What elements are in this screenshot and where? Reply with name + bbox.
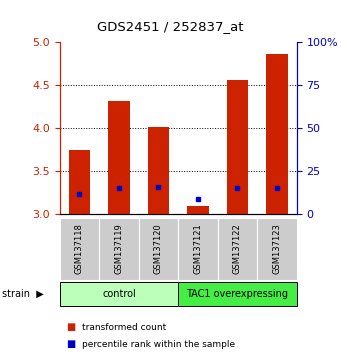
- Bar: [148, 127, 169, 214]
- Text: ■: ■: [66, 339, 76, 349]
- Text: GSM137122: GSM137122: [233, 223, 242, 274]
- Bar: [226, 80, 248, 214]
- Text: percentile rank within the sample: percentile rank within the sample: [82, 339, 235, 349]
- Bar: [257, 218, 297, 280]
- Bar: [266, 54, 288, 214]
- Text: GSM137118: GSM137118: [75, 223, 84, 274]
- Text: GSM137123: GSM137123: [272, 223, 281, 274]
- Text: TAC1 overexpressing: TAC1 overexpressing: [187, 289, 288, 299]
- Bar: [187, 206, 209, 214]
- Text: transformed count: transformed count: [82, 323, 166, 332]
- Bar: [69, 150, 90, 214]
- Text: strain  ▶: strain ▶: [2, 289, 43, 299]
- Text: ■: ■: [66, 322, 76, 332]
- Bar: [218, 218, 257, 280]
- Bar: [60, 282, 178, 306]
- Text: GSM137119: GSM137119: [115, 223, 123, 274]
- Text: GDS2451 / 252837_at: GDS2451 / 252837_at: [97, 20, 244, 33]
- Bar: [99, 218, 139, 280]
- Bar: [60, 218, 99, 280]
- Text: GSM137121: GSM137121: [193, 223, 203, 274]
- Bar: [178, 282, 297, 306]
- Text: GSM137120: GSM137120: [154, 223, 163, 274]
- Bar: [139, 218, 178, 280]
- Text: control: control: [102, 289, 136, 299]
- Bar: [178, 218, 218, 280]
- Bar: [108, 101, 130, 214]
